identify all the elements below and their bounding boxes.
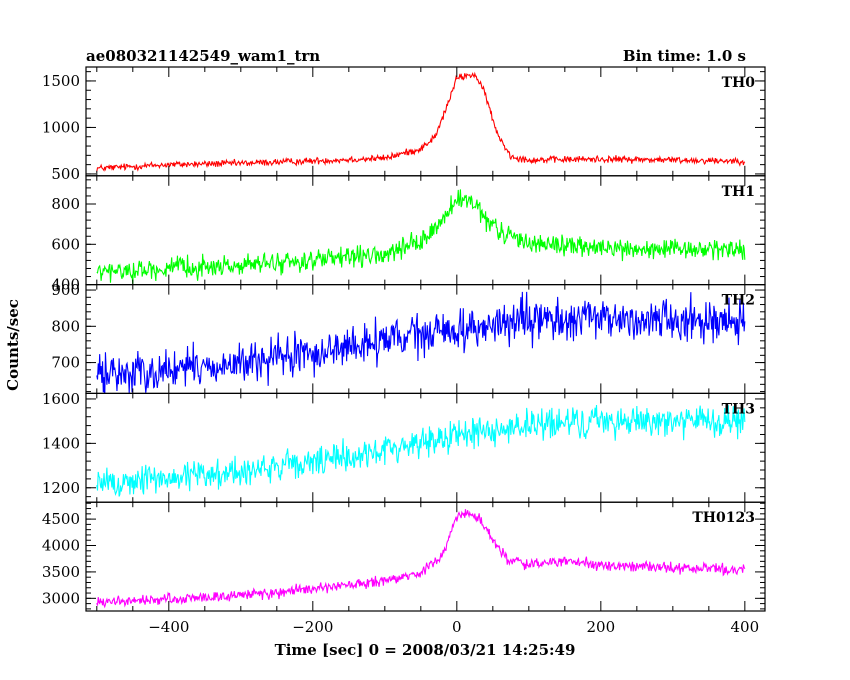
x-axis-title: Time [sec] 0 = 2008/03/21 14:25:49	[275, 641, 576, 659]
panel-th3: 1200 1400 1600 TH3	[42, 390, 766, 503]
y-tick-label: 1500	[42, 72, 80, 90]
y-tick-label: 700	[51, 354, 80, 372]
y-tick-label: 4500	[42, 510, 80, 528]
y-tick-label: 500	[51, 165, 80, 183]
panel-th1: 400 600 800 TH1	[51, 175, 766, 294]
y-tick-label: 900	[51, 281, 80, 299]
panel-label-th1: TH1	[722, 184, 755, 200]
y-axis-title: Counts/sec	[4, 299, 22, 391]
x-tick-label: 400	[731, 618, 760, 636]
x-tick-label: −200	[292, 618, 333, 636]
y-tick-label: 3500	[42, 563, 80, 581]
x-tick-label: 0	[452, 618, 462, 636]
panel-label-th0123: TH0123	[692, 510, 755, 526]
y-tick-label: 800	[51, 317, 80, 335]
y-tick-label: 1200	[42, 479, 80, 497]
panel-label-th0: TH0	[722, 75, 756, 91]
series-line-th0123	[96, 509, 746, 609]
y-tick-label: 600	[51, 235, 80, 253]
x-tick-label: −400	[148, 618, 189, 636]
panel-frame	[85, 392, 766, 503]
panel-label-th2: TH2	[722, 293, 755, 309]
y-tick-label: 4000	[42, 537, 80, 555]
series-line-th1	[96, 189, 746, 284]
y-tick-label: 1000	[42, 118, 80, 136]
panel-th0123: 3000 3500 4000 4500 TH0123	[42, 501, 766, 612]
panel-th0: 500 1000 1500 TH0	[42, 66, 766, 183]
y-tick-label: 1400	[42, 434, 80, 452]
x-tick-label: 200	[587, 618, 616, 636]
y-tick-label: 800	[51, 195, 80, 213]
y-tick-label: 3000	[42, 589, 80, 607]
series-line-th3	[96, 405, 746, 497]
y-tick-label: 1600	[42, 390, 80, 408]
y-tick-label: 400	[51, 276, 80, 294]
series-line-th0	[96, 71, 746, 172]
panels-group: 500 1000 1500 TH0 400 600 800 TH1 700 800 900 TH2 12…	[42, 66, 766, 612]
panel-label-th3: TH3	[722, 401, 755, 417]
panel-frame	[85, 501, 766, 612]
chart-title: ae080321142549_wam1_trn	[86, 47, 320, 65]
panel-th2: 700 800 900 TH2	[51, 281, 766, 395]
bin-time-label: Bin time: 1.0 s	[623, 47, 746, 65]
series-line-th2	[96, 291, 746, 394]
x-axis-tick-labels: −400 −200 0 200 400	[148, 618, 759, 636]
